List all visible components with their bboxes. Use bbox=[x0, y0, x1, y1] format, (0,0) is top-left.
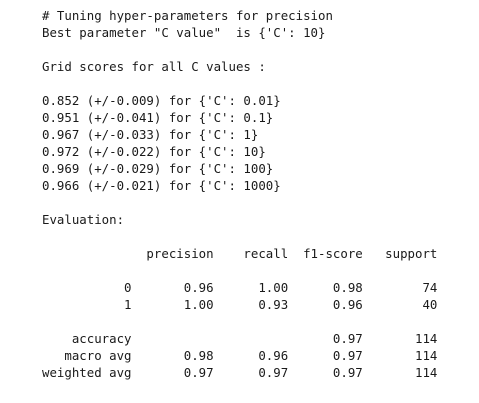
output-line-blank bbox=[42, 41, 437, 58]
output-line-blank bbox=[42, 228, 437, 245]
grid-score-line: 0.966 (+/-0.021) for {'C': 1000} bbox=[42, 178, 281, 193]
output-line-blank bbox=[42, 194, 437, 211]
grid-score-line: 0.852 (+/-0.009) for {'C': 0.01} bbox=[42, 93, 281, 108]
stream-output-text: # Tuning hyper-parameters for precision B… bbox=[42, 7, 437, 381]
report-accuracy-row: accuracy 0.97 114 bbox=[42, 331, 438, 346]
output-line-grid-scores-title: Grid scores for all C values : bbox=[42, 59, 266, 74]
report-class-row: 0 0.96 1.00 0.98 74 bbox=[42, 280, 438, 295]
output-line-best-parameter: Best parameter "C value" is {'C': 10} bbox=[42, 25, 326, 40]
report-header-row: precision recall f1-score support bbox=[42, 246, 438, 261]
output-line-evaluation-title: Evaluation: bbox=[42, 212, 125, 227]
report-weighted-avg-row: weighted avg 0.97 0.97 0.97 114 bbox=[42, 365, 438, 380]
output-line-blank bbox=[42, 75, 437, 92]
output-line-blank bbox=[42, 313, 437, 330]
grid-score-line: 0.951 (+/-0.041) for {'C': 0.1} bbox=[42, 110, 274, 125]
grid-score-line: 0.972 (+/-0.022) for {'C': 10} bbox=[42, 144, 266, 159]
grid-score-line: 0.969 (+/-0.029) for {'C': 100} bbox=[42, 161, 274, 176]
report-macro-avg-row: macro avg 0.98 0.96 0.97 114 bbox=[42, 348, 438, 363]
report-class-row: 1 1.00 0.93 0.96 40 bbox=[42, 297, 438, 312]
grid-score-line: 0.967 (+/-0.033) for {'C': 1} bbox=[42, 127, 259, 142]
output-line-section-header: # Tuning hyper-parameters for precision bbox=[42, 8, 333, 23]
output-line-blank bbox=[42, 262, 437, 279]
